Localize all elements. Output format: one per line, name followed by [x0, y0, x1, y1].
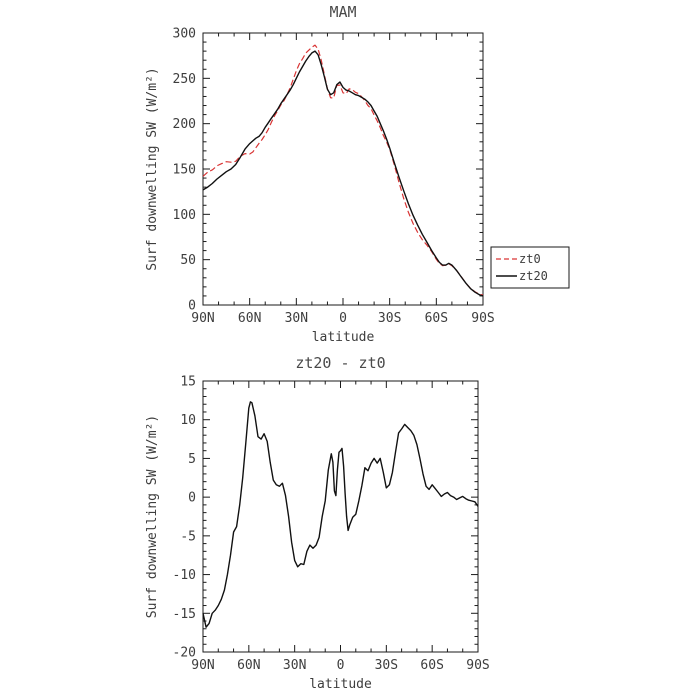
mam-chart: 90N 60N 30N 0 30S 60S 90S 0 50 100 150 200 250 300 MAM…: [145, 3, 570, 345]
legend-label-zt20: zt20: [519, 269, 548, 283]
x-tick-label: 30S: [375, 658, 398, 673]
y-tick-label: 0: [188, 491, 196, 506]
chart-title: zt20 - zt0: [295, 355, 385, 372]
y-tick-label: 10: [180, 413, 196, 428]
legend-label-zt0: zt0: [519, 252, 541, 266]
chart-title: MAM: [329, 3, 356, 21]
y-tick-label: 300: [173, 27, 196, 42]
x-tick-label: 30N: [283, 658, 306, 673]
series-line-zt0: [202, 44, 484, 296]
y-tick-label: -15: [173, 607, 196, 622]
x-tick-label: 60N: [237, 658, 260, 673]
plot-frame: [202, 380, 479, 653]
y-tick-label: 50: [180, 253, 196, 268]
x-tick-label: 60S: [420, 658, 443, 673]
y-axis-label: Surf downwelling SW (W/m²): [145, 67, 160, 271]
x-tick-label: 60S: [425, 311, 448, 326]
y-tick-label: -5: [180, 529, 196, 544]
difference-chart: 90N 60N 30N 0 30S 60S 90S -20 -15 -10 -5 0 5 10 15 zt20…: [145, 355, 490, 692]
x-axis-label: latitude: [312, 330, 375, 345]
x-tick-label: 30S: [378, 311, 401, 326]
y-tick-label: 200: [173, 117, 196, 132]
y-tick-label: 15: [180, 375, 196, 390]
y-tick-label: 100: [173, 208, 196, 223]
y-tick-label: 0: [188, 299, 196, 314]
y-tick-label: 250: [173, 72, 196, 87]
x-tick-label: 60N: [238, 311, 261, 326]
y-tick-label: 150: [173, 163, 196, 178]
x-tick-label: 0: [337, 658, 345, 673]
x-tick-label: 90N: [191, 311, 214, 326]
y-axis-label: Surf downwelling SW (W/m²): [145, 415, 160, 619]
y-tick-label: 5: [188, 452, 196, 467]
x-tick-label: 90N: [191, 658, 214, 673]
y-tick-label: -10: [173, 568, 196, 583]
y-tick-label: -20: [173, 646, 196, 661]
x-tick-label: 30N: [285, 311, 308, 326]
x-tick-label: 90S: [471, 311, 494, 326]
legend: zt0 zt20: [490, 246, 570, 289]
x-tick-label: 0: [339, 311, 347, 326]
x-axis-label: latitude: [309, 677, 372, 692]
series-line-zt20-zt0: [202, 401, 479, 628]
x-tick-label: 90S: [466, 658, 489, 673]
legend-box: [490, 246, 570, 289]
series-line-zt20: [202, 50, 484, 297]
